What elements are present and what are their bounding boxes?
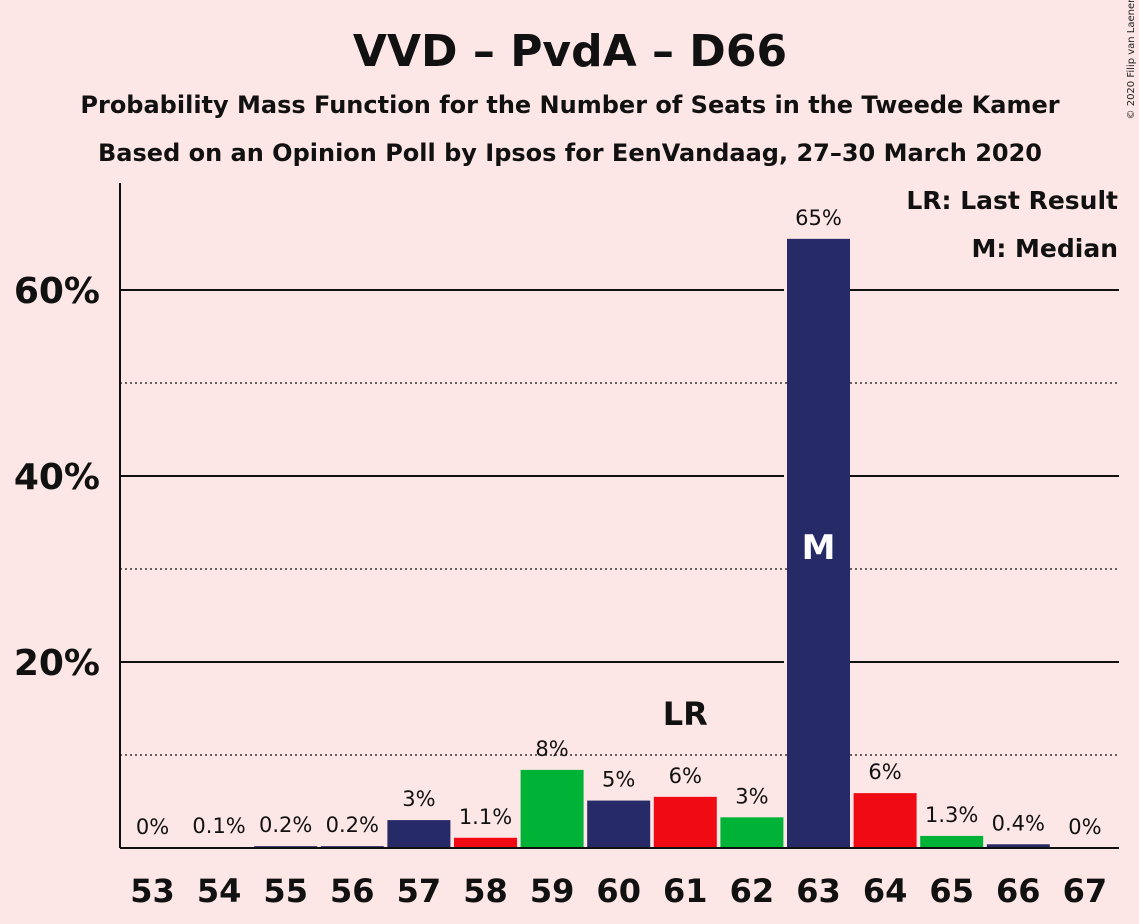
bar-65 <box>920 835 984 848</box>
x-tick-label-64: 64 <box>863 872 908 910</box>
bar-62 <box>720 817 784 848</box>
bar-64 <box>853 793 917 848</box>
bars <box>187 238 1050 849</box>
data-label-60: 5% <box>602 768 635 792</box>
x-tick-labels: 53 54 55 56 57 58 59 60 61 62 63 64 65 66 67 <box>130 872 1107 910</box>
bar-63 <box>787 238 850 849</box>
x-tick-label-62: 62 <box>730 872 775 910</box>
copyright-notice: © 2020 Filip van Laenen <box>1126 0 1137 119</box>
x-tick-label-59: 59 <box>530 872 575 910</box>
legend-last-result: LR: Last Result <box>906 186 1118 215</box>
chart-subtitle: Probability Mass Function for the Number… <box>80 91 1059 119</box>
y-tick-label: 20% <box>14 643 100 684</box>
x-tick-label-61: 61 <box>663 872 708 910</box>
data-label-67: 0% <box>1068 815 1101 839</box>
bar-60 <box>587 800 651 848</box>
x-tick-label-63: 63 <box>796 872 841 910</box>
x-tick-label-57: 57 <box>397 872 442 910</box>
data-label-57: 3% <box>402 787 435 811</box>
x-tick-label-53: 53 <box>130 872 175 910</box>
x-tick-label-55: 55 <box>263 872 308 910</box>
data-label-53: 0% <box>136 815 169 839</box>
gridlines <box>120 288 1119 756</box>
data-label-64: 6% <box>868 760 901 784</box>
data-label-59: 8% <box>535 737 568 761</box>
data-labels: 0% 0.1% 0.2% 0.2% 3% 1.1% 8% 5% 6% 3% 65% 6% 1.3% 0.4… <box>136 206 1102 839</box>
data-label-61: 6% <box>669 764 702 788</box>
last-result-marker: LR <box>663 695 708 733</box>
bar-66 <box>986 844 1050 848</box>
bar-61 <box>653 796 717 848</box>
data-label-56: 0.2% <box>326 813 379 837</box>
x-tick-label-65: 65 <box>929 872 974 910</box>
x-tick-label-54: 54 <box>197 872 242 910</box>
data-label-62: 3% <box>735 784 768 808</box>
y-tick-label: 60% <box>14 271 100 312</box>
x-tick-label-67: 67 <box>1063 872 1108 910</box>
x-tick-label-66: 66 <box>996 872 1041 910</box>
chart-subtitle-poll: Based on an Opinion Poll by Ipsos for Ee… <box>98 139 1042 167</box>
data-label-66: 0.4% <box>992 811 1045 835</box>
data-label-63: 65% <box>795 206 842 230</box>
data-label-65: 1.3% <box>925 803 978 827</box>
bar-59 <box>520 769 584 848</box>
bar-58 <box>454 837 517 848</box>
data-label-54: 0.1% <box>192 814 245 838</box>
x-tick-label-58: 58 <box>463 872 508 910</box>
data-label-55: 0.2% <box>259 813 312 837</box>
y-tick-label: 40% <box>14 457 100 498</box>
x-tick-label-60: 60 <box>596 872 641 910</box>
chart-title: VVD – PvdA – D66 <box>353 26 787 77</box>
median-marker: M <box>802 528 836 568</box>
legend-median: M: Median <box>971 234 1118 263</box>
data-label-58: 1.1% <box>459 805 512 829</box>
y-tick-labels: 20% 40% 60% <box>14 271 100 684</box>
x-tick-label-56: 56 <box>330 872 375 910</box>
bar-57 <box>387 820 451 848</box>
